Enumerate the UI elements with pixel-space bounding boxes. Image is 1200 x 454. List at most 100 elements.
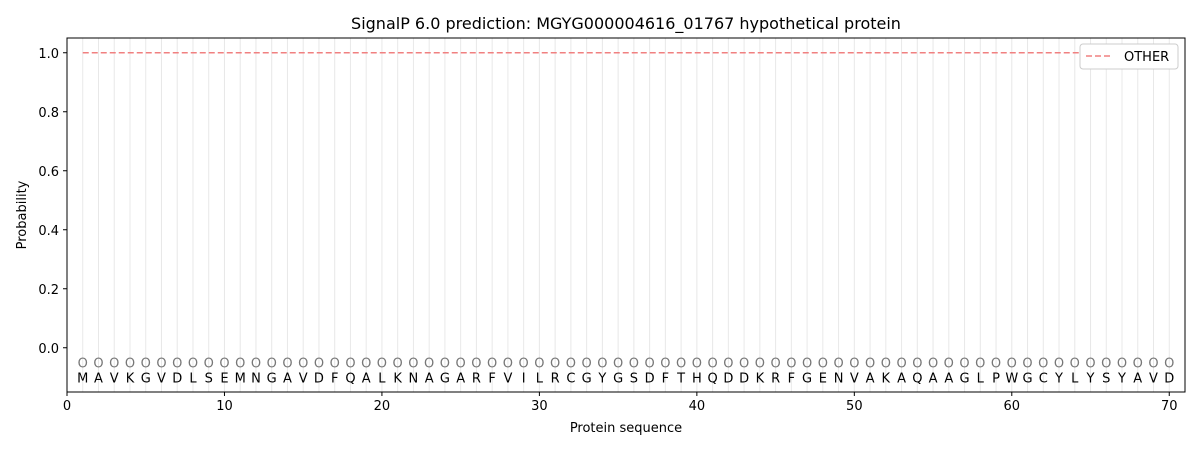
residue-label: K	[882, 371, 891, 386]
prediction-marker: O	[487, 357, 497, 372]
prediction-marker: O	[361, 357, 371, 372]
residue-label: E	[220, 371, 228, 386]
prediction-marker: O	[802, 357, 812, 372]
residue-label: L	[977, 371, 985, 386]
residue-label: C	[1039, 371, 1048, 386]
residue-label: D	[723, 371, 733, 386]
residue-label: G	[440, 371, 450, 386]
residue-label: K	[393, 371, 402, 386]
x-tick-label: 20	[374, 399, 391, 414]
prediction-marker: O	[1070, 357, 1080, 372]
residue-label: A	[897, 371, 906, 386]
residue-label: K	[756, 371, 765, 386]
residue-label: D	[645, 371, 655, 386]
residue-label: F	[488, 371, 495, 386]
residue-label: V	[850, 371, 859, 386]
residue-label: F	[662, 371, 669, 386]
residue-label: A	[362, 371, 371, 386]
prediction-marker: O	[692, 357, 702, 372]
residue-label: H	[692, 371, 702, 386]
residue-label: I	[522, 371, 526, 386]
axes-frame	[66, 37, 1186, 393]
residue-label: A	[866, 371, 875, 386]
residue-label: A	[425, 371, 434, 386]
chart-title: SignalP 6.0 prediction: MGYG000004616_01…	[351, 14, 901, 34]
residue-label: N	[409, 371, 419, 386]
prediction-marker: O	[865, 357, 875, 372]
prediction-marker: O	[629, 357, 639, 372]
prediction-marker: O	[156, 357, 166, 372]
residue-label: D	[1164, 371, 1174, 386]
residue-label: G	[267, 371, 277, 386]
prediction-marker: O	[93, 357, 103, 372]
y-tick-label: 0.8	[38, 106, 59, 121]
residue-label: G	[1022, 371, 1032, 386]
residue-label: M	[235, 371, 246, 386]
y-tick-label: 0.2	[38, 283, 59, 298]
residue-label: G	[960, 371, 970, 386]
residue-label: E	[819, 371, 827, 386]
residue-label: S	[205, 371, 213, 386]
prediction-marker: O	[1054, 357, 1064, 372]
prediction-marker: O	[723, 357, 733, 372]
prediction-marker: O	[1117, 357, 1127, 372]
prediction-marker: O	[456, 357, 466, 372]
prediction-marker: O	[204, 357, 214, 372]
residue-label: N	[834, 371, 844, 386]
residue-label: K	[126, 371, 135, 386]
prediction-marker: O	[424, 357, 434, 372]
prediction-marker: O	[959, 357, 969, 372]
prediction-marker: O	[881, 357, 891, 372]
prediction-marker: O	[377, 357, 387, 372]
prediction-marker: O	[172, 357, 182, 372]
prediction-marker: O	[251, 357, 261, 372]
x-tick-label: 70	[1161, 399, 1178, 414]
x-axis-label: Protein sequence	[570, 421, 682, 436]
legend: OTHER	[1079, 43, 1179, 70]
residue-label: G	[141, 371, 151, 386]
prediction-marker: O	[267, 357, 277, 372]
x-tick-label: 30	[531, 399, 548, 414]
residue-label: V	[299, 371, 308, 386]
prediction-marker: O	[582, 357, 592, 372]
residue-label: V	[503, 371, 512, 386]
residue-label: N	[251, 371, 261, 386]
residue-label: D	[739, 371, 749, 386]
prediction-marker: O	[534, 357, 544, 372]
prediction-marker: O	[503, 357, 513, 372]
residue-label: A	[944, 371, 953, 386]
residue-label: D	[314, 371, 324, 386]
residue-label: Q	[707, 371, 717, 386]
y-tick-label: 0.4	[38, 224, 59, 239]
prediction-marker: O	[944, 357, 954, 372]
residue-label: P	[992, 371, 1000, 386]
x-tick-label: 40	[689, 399, 706, 414]
plot-area: OMOAOVOKOGOVODOLOSOEOMONOGOAOVODOFOQOAOL…	[38, 37, 1186, 414]
prediction-marker: O	[1133, 357, 1143, 372]
prediction-marker: O	[141, 357, 151, 372]
prediction-marker: O	[282, 357, 292, 372]
residue-label: Q	[345, 371, 355, 386]
residue-label: R	[472, 371, 481, 386]
prediction-marker: O	[1148, 357, 1158, 372]
residue-label: C	[566, 371, 575, 386]
residue-label: L	[1071, 371, 1079, 386]
prediction-marker: O	[519, 357, 529, 372]
residue-label: F	[331, 371, 338, 386]
residue-label: G	[613, 371, 623, 386]
prediction-marker: O	[566, 357, 576, 372]
prediction-marker: O	[78, 357, 88, 372]
y-tick-label: 0.0	[38, 342, 59, 357]
residue-label: Y	[1086, 371, 1095, 386]
residue-label: A	[94, 371, 103, 386]
residue-label: D	[172, 371, 182, 386]
residue-label: A	[456, 371, 465, 386]
residue-label: Y	[597, 371, 606, 386]
residue-label: R	[551, 371, 560, 386]
prediction-marker: O	[676, 357, 686, 372]
x-tick-label: 50	[846, 399, 863, 414]
residue-label: S	[630, 371, 638, 386]
prediction-marker: O	[393, 357, 403, 372]
y-tick-label: 0.6	[38, 165, 59, 180]
prediction-marker: O	[739, 357, 749, 372]
